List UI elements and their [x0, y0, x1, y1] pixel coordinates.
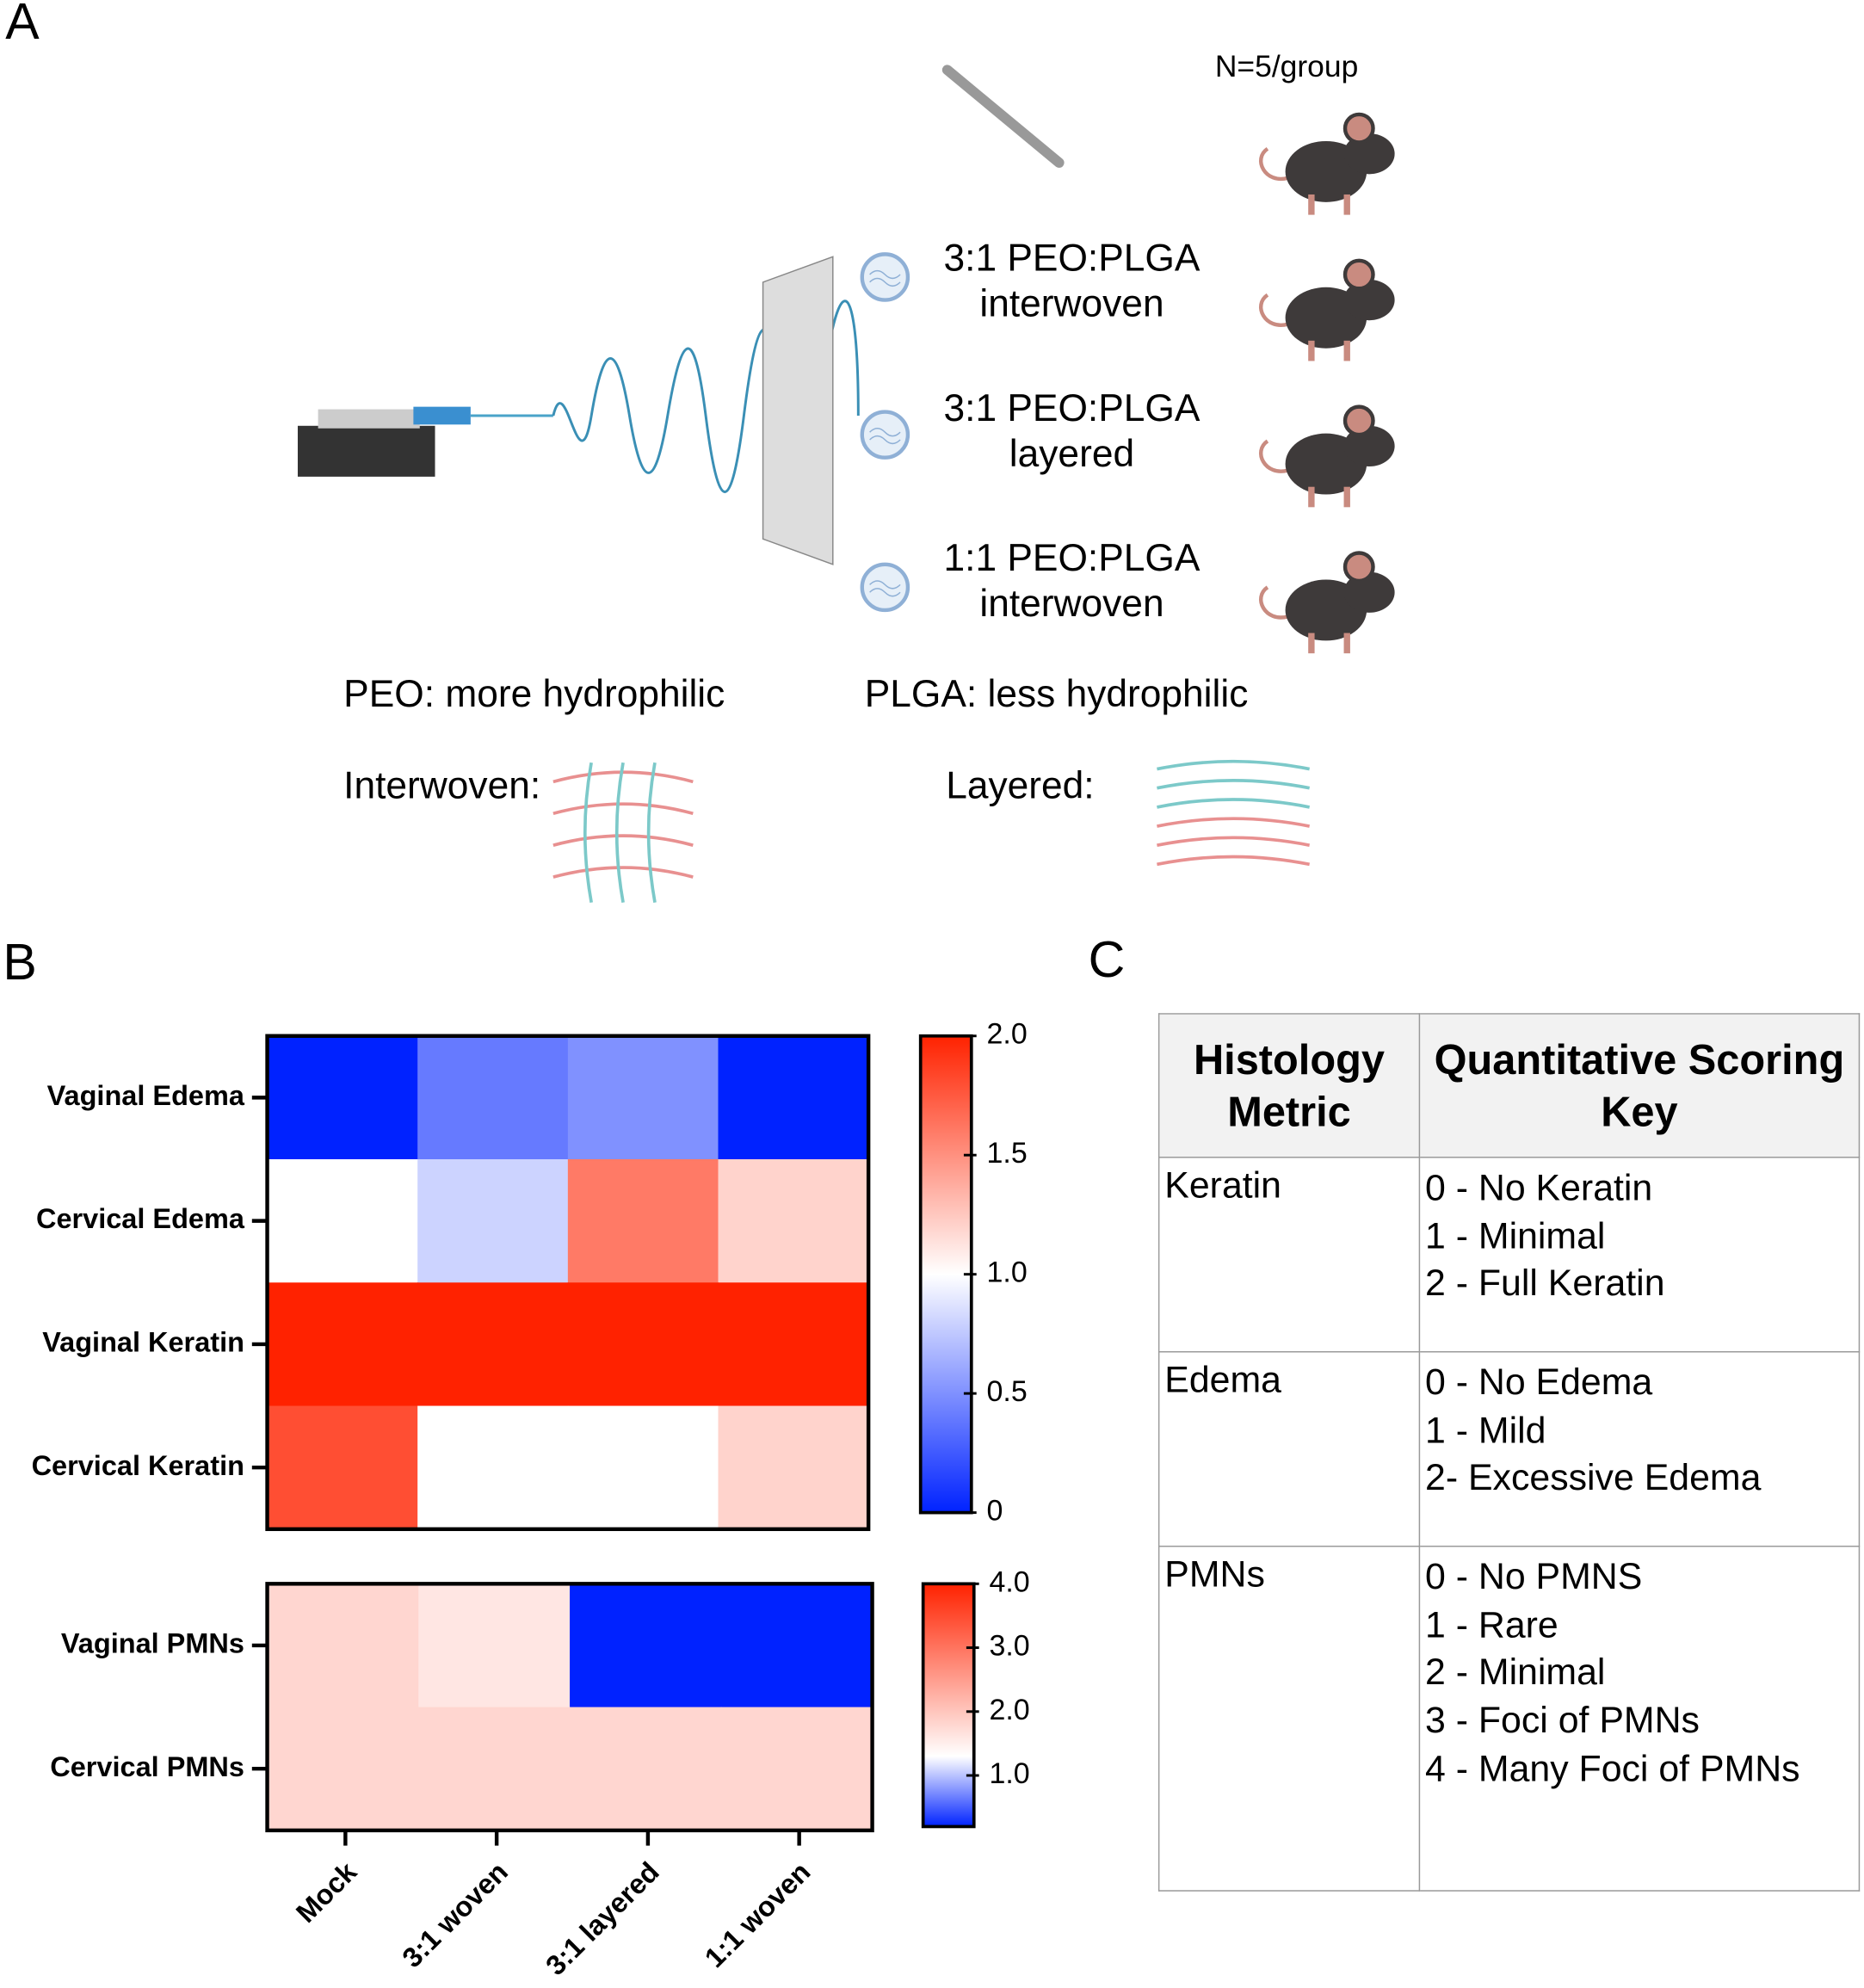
- colorbar-tick-label: 3.0: [989, 1630, 1029, 1663]
- plot-frame: [265, 1582, 874, 1833]
- table: Histology Metric Quantitative Scoring Key…: [1157, 1013, 1861, 1892]
- heat-cell: [570, 1584, 722, 1708]
- group-size: N=5/group: [1215, 49, 1358, 83]
- heat-cell: [570, 1707, 722, 1831]
- x-tick-label: 1:1 woven: [699, 1856, 817, 1974]
- group-label: 3:1 PEO:PLGA: [943, 387, 1200, 429]
- row-label: Vaginal Edema: [47, 1080, 245, 1111]
- table-row: Keratin 0 - No Keratin 1 - Minimal 2 - Full…: [1157, 1157, 1861, 1353]
- key-line: 1 - Minimal: [1424, 1216, 1606, 1257]
- heat-cell: [567, 1405, 719, 1530]
- heat-cell: [417, 1159, 569, 1284]
- colorbar: [921, 1582, 976, 1829]
- row-label: Vaginal PMNs: [61, 1628, 244, 1659]
- metric-cell: PMNs: [1157, 1546, 1421, 1892]
- heat-cell: [718, 1159, 869, 1284]
- plot-frame: [265, 1034, 871, 1532]
- metric-cell: Edema: [1157, 1351, 1421, 1547]
- heat-cell: [720, 1707, 873, 1831]
- key-line: 0 - No Edema: [1424, 1362, 1653, 1404]
- interwoven-label: Interwoven:: [343, 764, 540, 806]
- heat-cell: [417, 1405, 569, 1530]
- row-label: Cervical PMNs: [50, 1751, 244, 1782]
- row-label: Vaginal Keratin: [42, 1326, 244, 1357]
- group-label: layered: [1009, 433, 1134, 475]
- x-tick-label: 3:1 woven: [396, 1856, 514, 1974]
- illustration: [297, 65, 1395, 903]
- heat-cell: [418, 1584, 571, 1708]
- panel-label: C: [1089, 931, 1126, 988]
- heat-cell: [267, 1159, 418, 1284]
- heat-cell: [718, 1035, 869, 1160]
- colorbar-tick-label: 2.0: [989, 1694, 1029, 1726]
- key-cell: 0 - No Edema 1 - Mild 2- Excessive Edema: [1418, 1351, 1861, 1547]
- heat-cell: [418, 1707, 571, 1831]
- key-line: 1 - Rare: [1424, 1604, 1558, 1646]
- key-cell: 0 - No PMNS 1 - Rare 2 - Minimal 3 - Foci o…: [1418, 1546, 1861, 1892]
- key-cell: 0 - No Keratin 1 - Minimal 2 - Full Kerati…: [1418, 1157, 1861, 1353]
- heat-cell: [267, 1405, 418, 1530]
- panel-label: B: [3, 934, 36, 991]
- header-cell: Quantitative Scoring Key: [1418, 1013, 1861, 1158]
- x-tick-label: Mock: [290, 1855, 363, 1929]
- colorbar-tick-label: 4.0: [989, 1565, 1029, 1598]
- key-line: 2- Excessive Edema: [1424, 1458, 1762, 1499]
- row-label: Cervical Edema: [36, 1203, 245, 1234]
- heat-cell: [267, 1035, 418, 1160]
- heat-cell: [267, 1707, 420, 1831]
- layered-label: Layered:: [946, 764, 1094, 806]
- heat-cell: [417, 1282, 569, 1407]
- heat-cell: [267, 1282, 418, 1407]
- colorbar-tick-label: 1.0: [987, 1256, 1028, 1289]
- header-cell: Histology Metric: [1157, 1013, 1421, 1158]
- colorbar-tick-label: 2.0: [987, 1018, 1028, 1051]
- key-line: 0 - No PMNS: [1424, 1557, 1643, 1598]
- group-label: interwoven: [979, 583, 1163, 625]
- panel-label: A: [5, 0, 40, 50]
- colorbar-tick-label: 1.5: [987, 1137, 1028, 1170]
- key-line: 0 - No Keratin: [1424, 1168, 1653, 1209]
- group-label: 3:1 PEO:PLGA: [943, 237, 1200, 279]
- heat-cell: [417, 1035, 569, 1160]
- x-tick-label: 3:1 layered: [540, 1856, 664, 1981]
- row-label: Cervical Keratin: [32, 1450, 244, 1481]
- colorbar-tick-label: 1.0: [989, 1757, 1029, 1790]
- heat-cell: [567, 1282, 719, 1407]
- key-line: 4 - Many Foci of PMNs: [1424, 1748, 1800, 1790]
- header-row: Histology Metric Quantitative Scoring Key: [1157, 1013, 1861, 1158]
- colorbar: [918, 1034, 973, 1515]
- group-label: 1:1 PEO:PLGA: [943, 537, 1200, 579]
- table-row: Edema 0 - No Edema 1 - Mild 2- Excessive Ed…: [1157, 1351, 1861, 1547]
- heat-cell: [267, 1584, 420, 1708]
- table-wrap: Histology Metric Quantitative Scoring Key…: [1157, 1013, 1864, 1892]
- heat-cell: [567, 1159, 719, 1284]
- table-row: PMNs 0 - No PMNS 1 - Rare 2 - Minimal 3 - Fo…: [1157, 1546, 1861, 1892]
- key-line: 1 - Mild: [1424, 1410, 1546, 1452]
- colorbar-tick-label: 0: [987, 1495, 1003, 1528]
- key-line: 3 - Foci of PMNs: [1424, 1701, 1700, 1742]
- metric-cell: Keratin: [1157, 1157, 1421, 1353]
- heat-cell: [567, 1035, 719, 1160]
- colorbar-tick-label: 0.5: [987, 1375, 1028, 1408]
- peo-note: PEO: more hydrophilic: [343, 673, 725, 715]
- heat-cell: [720, 1584, 873, 1708]
- heat-cell: [718, 1405, 869, 1530]
- plga-note: PLGA: less hydrophilic: [865, 673, 1249, 715]
- group-label: interwoven: [979, 283, 1163, 325]
- key-line: 2 - Full Keratin: [1424, 1263, 1665, 1305]
- heat-cell: [718, 1282, 869, 1407]
- key-line: 2 - Minimal: [1424, 1652, 1606, 1694]
